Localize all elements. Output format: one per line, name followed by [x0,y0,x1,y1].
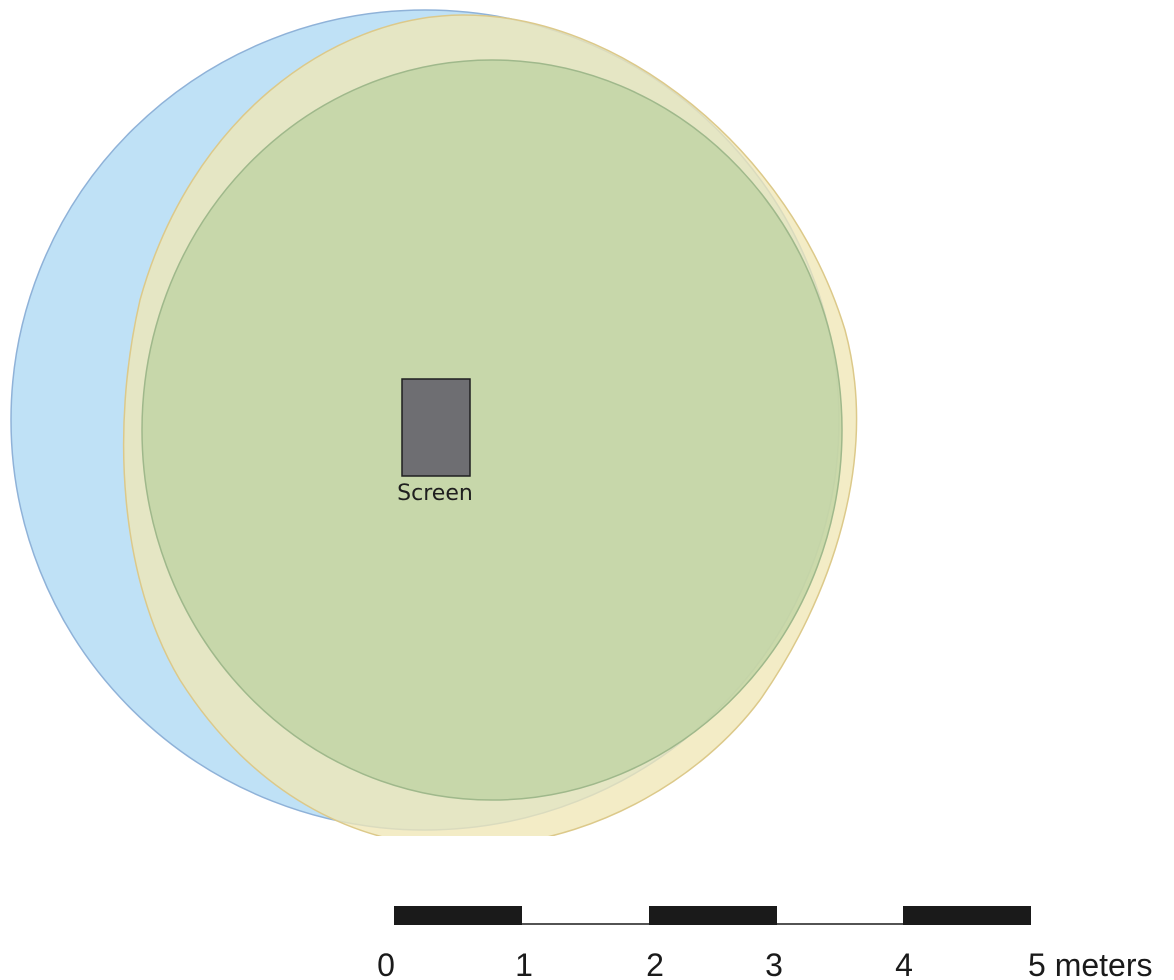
scale-bar-segment-2-3 [649,906,777,925]
scale-bar: 0 1 2 3 4 5 meters [377,906,1152,980]
green-coverage-region [141,59,843,801]
coverage-regions [10,9,858,836]
scale-tick-label-4: 4 [895,947,913,980]
scale-tick-label-3: 3 [765,947,783,980]
screen-label: Screen [397,481,473,506]
scale-bar-segment-4-5 [903,906,1031,925]
screen-rectangle [401,378,471,477]
scale-bar-segment-0-1 [394,906,522,925]
scale-tick-label-2: 2 [646,947,664,980]
scale-tick-label-1: 1 [515,947,533,980]
scale-tick-label-5-meters: 5 meters [1028,947,1152,980]
scale-tick-label-0: 0 [377,947,395,980]
